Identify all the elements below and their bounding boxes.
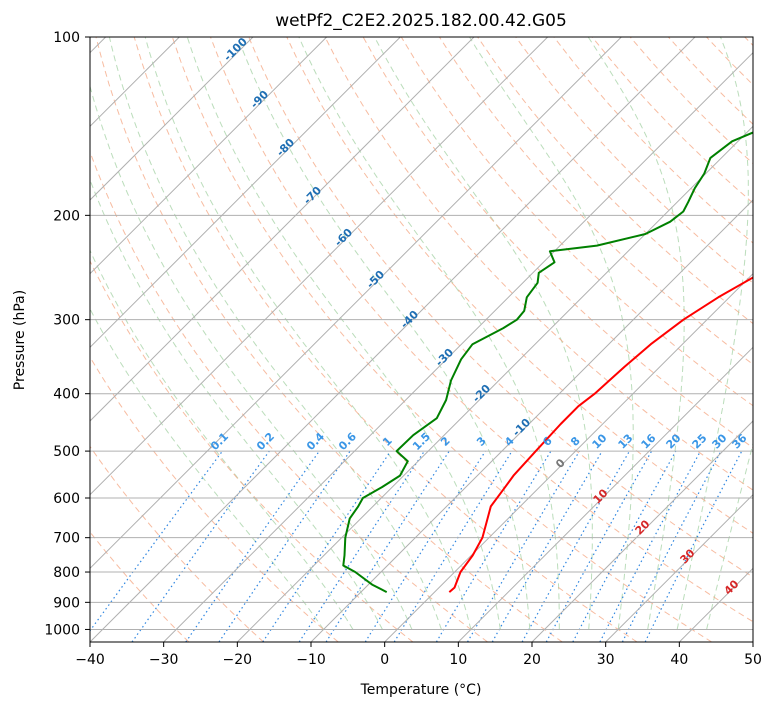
dry-adiabat-line	[95, 37, 563, 642]
y-tick-label: 200	[53, 208, 80, 224]
x-tick-label: 50	[744, 652, 762, 668]
moist-adiabat-line	[90, 308, 324, 630]
plot-area: -100-90-80-70-60-50-40-30-20-100.1 0.2 0.4…	[90, 37, 753, 642]
isotherm-line	[163, 51, 753, 642]
isobars	[90, 37, 753, 630]
y-tick-label: 800	[53, 565, 80, 581]
mixing-ratio-line	[599, 450, 702, 642]
mixing-ratio-line	[185, 450, 320, 642]
dry-adiabat-line	[324, 37, 753, 491]
moist-adiabat-line	[90, 249, 354, 630]
mixing-ratio-line	[218, 450, 351, 642]
mixing-ratio-line	[435, 450, 552, 642]
y-tick-label: 400	[53, 387, 80, 403]
dry-adiabat-line	[90, 445, 264, 642]
isotherm-line	[310, 199, 753, 642]
dry-adiabat-line	[286, 37, 753, 534]
isotherm-line	[90, 37, 328, 275]
plot-frame	[89, 36, 754, 643]
dry-adiabat-line	[515, 37, 753, 284]
moist-adiabat-line	[469, 37, 634, 630]
isotherm-line	[90, 37, 254, 201]
dry-adiabat-line	[210, 37, 753, 623]
isotherm-line	[90, 37, 622, 570]
y-tick-label: 500	[53, 444, 80, 460]
y-tick-label: 700	[53, 531, 80, 547]
y-tick-label: 600	[53, 491, 80, 507]
x-tick-label: 40	[670, 652, 688, 668]
x-tick-label: 0	[380, 652, 389, 668]
moist-adiabat-line	[676, 37, 749, 630]
isotherm-line	[90, 37, 696, 642]
isotherms	[90, 37, 753, 642]
y-axis-title: Pressure (hPa)	[12, 290, 28, 390]
dry-adiabat-line	[248, 37, 753, 578]
mixing-ratio-lines	[90, 450, 743, 642]
moist-adiabat-line	[90, 84, 413, 630]
moist-adiabat-line	[587, 37, 685, 630]
dry-adiabat-line	[171, 37, 712, 642]
y-axis: 100 200 300 400 500 600 700 800 900 1000	[44, 30, 90, 638]
moist-adiabat-line	[706, 441, 753, 630]
mixing-ratio-line	[364, 450, 486, 642]
moist-adiabat-line	[237, 37, 531, 630]
moist-adiabat-line	[186, 37, 501, 630]
y-tick-label: 1000	[44, 622, 80, 638]
isotherm-line	[605, 493, 753, 642]
isotherm-line	[90, 37, 549, 496]
mixing-ratio-line	[262, 450, 392, 642]
isotherm-line	[90, 37, 475, 422]
x-axis: −40 −30 −20 −10 0 10 20 30 40 50	[75, 642, 762, 668]
dewpoint-profile-line	[342, 131, 753, 593]
mixing-ratio-line	[325, 450, 450, 642]
profiles	[342, 131, 753, 593]
mixing-ratio-line	[572, 450, 677, 642]
isotherm-line	[90, 37, 401, 349]
isotherm-line	[457, 346, 753, 642]
x-axis-title: Temperature (°C)	[360, 682, 482, 698]
x-tick-label: 20	[523, 652, 541, 668]
x-tick-label: −20	[223, 652, 253, 668]
y-tick-label: 300	[53, 313, 80, 329]
y-tick-label: 100	[53, 30, 80, 46]
chart-title: wetPf2_C2E2.2025.182.00.42.G05	[275, 11, 567, 31]
x-tick-label: 30	[597, 652, 615, 668]
moist-adiabat-line	[144, 37, 472, 630]
moist-adiabat-line	[108, 37, 442, 630]
x-tick-label: −30	[149, 652, 179, 668]
isotherm-line	[531, 420, 753, 642]
x-tick-label: 10	[449, 652, 467, 668]
mixing-ratio-line	[298, 450, 425, 642]
y-tick-label: 900	[53, 595, 80, 611]
mixing-ratio-line	[466, 450, 580, 642]
temperature-profile-line	[448, 276, 753, 593]
dry-adiabat-line	[90, 259, 414, 642]
x-tick-label: −40	[75, 652, 105, 668]
dry-adiabat-line	[133, 37, 638, 642]
x-tick-label: −10	[296, 652, 326, 668]
moist-adiabat-line	[374, 37, 593, 630]
isotherm-line	[384, 272, 753, 642]
